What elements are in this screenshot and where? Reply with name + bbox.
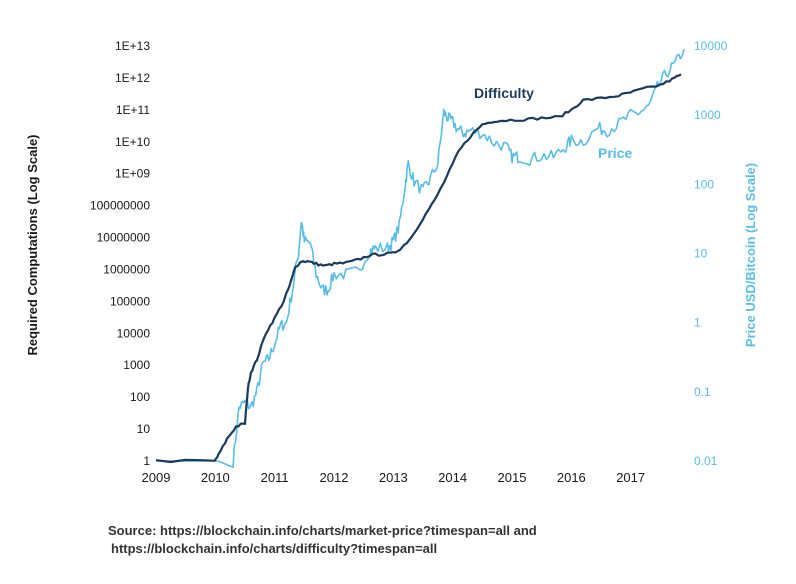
difficulty-series-label: Difficulty (474, 85, 534, 101)
left-tick-label: 100000 (110, 294, 150, 308)
left-tick-label: 100 (130, 390, 150, 404)
right-tick-label: 100 (694, 177, 714, 191)
right-tick-label: 1 (694, 316, 701, 330)
left-tick-label: 10 (137, 422, 151, 436)
x-tick-label: 2011 (261, 470, 289, 485)
price-series-line (156, 48, 685, 468)
right-tick-label: 10000 (694, 39, 728, 53)
source-line-2: https://blockchain.info/charts/difficult… (111, 541, 438, 556)
left-tick-label: 10000 (117, 326, 151, 340)
right-axis-label: Price USD/Bitcoin (Log Scale) (743, 163, 758, 347)
right-tick-label: 1000 (694, 108, 721, 122)
left-tick-label: 1E+10 (115, 135, 150, 149)
right-tick-label: 0.01 (694, 454, 718, 468)
left-tick-label: 1E+11 (116, 103, 150, 117)
left-tick-label: 1000 (123, 358, 150, 372)
series-lines (155, 48, 685, 468)
left-tick-label: 1000000 (103, 262, 150, 276)
right-tick-label: 0.1 (694, 385, 711, 399)
x-axis-ticks: 2009 2010 2011 2012 2013 2014 2015 2016 2017 (142, 470, 646, 485)
right-axis-ticks: 0.01 0.1 1 10 100 1000 10000 (694, 39, 728, 468)
left-axis-ticks: 1 10 100 1000 10000 100000 1000000 10000000 1000… (90, 39, 150, 468)
x-tick-label: 2012 (320, 470, 349, 485)
x-tick-label: 2016 (557, 470, 586, 485)
left-tick-label: 10000000 (97, 231, 151, 245)
left-tick-label: 1E+13 (115, 39, 150, 53)
left-tick-label: 1E+12 (115, 71, 150, 85)
x-tick-label: 2014 (438, 470, 467, 485)
left-axis-label: Required Computations (Log Scale) (25, 134, 40, 355)
left-tick-label: 100000000 (90, 199, 150, 213)
x-tick-label: 2015 (498, 470, 527, 485)
x-tick-label: 2010 (201, 470, 230, 485)
x-tick-label: 2009 (142, 470, 171, 485)
right-tick-label: 10 (694, 247, 708, 261)
chart: 1101001000100001000001000000100000001000… (25, 39, 758, 485)
difficulty-series-line (155, 73, 682, 464)
left-tick-label: 1E+09 (115, 167, 150, 181)
price-series-label: Price (598, 145, 632, 161)
x-tick-label: 2013 (379, 470, 408, 485)
x-tick-label: 2017 (616, 470, 645, 485)
source-line-1: Source: https://blockchain.info/charts/m… (108, 523, 537, 538)
left-tick-label: 1 (143, 454, 150, 468)
source-note: Source: https://blockchain.info/charts/m… (108, 522, 748, 558)
